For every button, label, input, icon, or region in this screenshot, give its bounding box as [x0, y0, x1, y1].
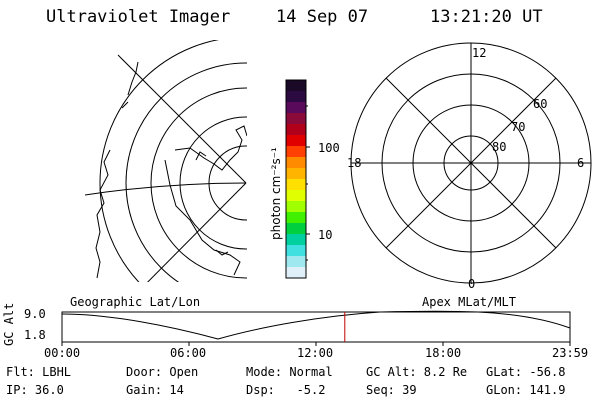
timeline-plot: [61, 310, 571, 346]
colorbar-tick-label-10: 10: [318, 228, 333, 242]
mlat-label-60: 60: [533, 97, 548, 111]
colorbar-swatch: [286, 245, 306, 257]
coastline: [127, 61, 139, 96]
mlat-label-80: 80: [492, 140, 507, 154]
y-tick-label-1-8: 1.8: [24, 328, 46, 342]
coastline: [95, 149, 111, 279]
colorbar-swatch: [286, 168, 306, 180]
colorbar-unit-label: photon cm⁻²s⁻¹: [269, 147, 283, 240]
geo-meridian: [85, 182, 247, 196]
colorbar-tick-label-100: 100: [318, 141, 340, 155]
coastline: [121, 101, 129, 109]
geo-meridian: [147, 182, 247, 282]
geographic-map: [85, 40, 247, 282]
gain-status: Gain: 14: [126, 383, 184, 397]
geo-lat-ring: [99, 40, 220, 282]
colorbar-swatches: [286, 80, 306, 279]
geo-meridian: [117, 54, 247, 184]
time-label: 13:21:20 UT: [430, 7, 543, 27]
colorbar-swatch: [286, 102, 306, 114]
x-tick-label-0000: 00:00: [44, 346, 81, 360]
colorbar-swatch: [286, 190, 306, 202]
glon-status: GLon: 141.9: [486, 383, 566, 397]
colorbar-swatch: [286, 179, 306, 191]
colorbar-swatch: [286, 157, 306, 169]
mode-status: Mode: Normal: [246, 365, 333, 379]
coastline: [215, 249, 229, 256]
colorbar-swatch: [286, 91, 306, 103]
coastline: [164, 159, 241, 276]
y-tick-label-9: 9.0: [24, 307, 46, 321]
instrument-title: Ultraviolet Imager: [46, 7, 231, 27]
mlat-label-70: 70: [511, 120, 526, 134]
apex-polar-plot: [350, 42, 592, 284]
ip-status: IP: 36.0: [6, 383, 64, 397]
x-tick-label-2359: 23:59: [552, 346, 589, 360]
x-tick-label-1200: 12:00: [297, 346, 334, 360]
colorbar-swatch: [286, 201, 306, 213]
x-tick-label-0600: 06:00: [170, 346, 207, 360]
apex-panel-label: Apex MLat/MLT: [422, 295, 516, 309]
seq-status: Seq: 39: [366, 383, 417, 397]
colorbar-swatch: [286, 146, 306, 158]
colorbar-swatch: [286, 113, 306, 125]
geo-lat-ring: [150, 87, 247, 279]
filter-status: Flt: LBHL: [6, 365, 72, 379]
colorbar-swatch: [286, 267, 306, 279]
altitude-curve: [61, 310, 571, 340]
colorbar-swatch: [286, 223, 306, 235]
geo-lat-ring: [125, 62, 247, 282]
dsp-status: Dsp: -5.2: [246, 383, 326, 397]
date-label: 14 Sep 07: [276, 7, 369, 27]
colorbar-swatch: [286, 80, 306, 92]
mlt-label-6: 6: [577, 156, 585, 170]
colorbar-swatch: [286, 234, 306, 246]
mlt-line: [385, 77, 557, 249]
colorbar: [285, 79, 310, 279]
colorbar-swatch: [286, 212, 306, 224]
colorbar-swatch: [286, 124, 306, 136]
timeline-ylabel: GC Alt: [2, 302, 16, 346]
timeline-frame: [61, 311, 571, 343]
glat-status: GLat: -56.8: [486, 365, 566, 379]
geo-lat-ring: [208, 145, 247, 221]
mlt-label-12: 12: [472, 46, 487, 60]
door-status: Door: Open: [126, 365, 199, 379]
geo-lat-ring: [179, 116, 247, 250]
colorbar-swatch: [286, 256, 306, 268]
mlt-label-18: 18: [347, 156, 362, 170]
coastline: [195, 151, 207, 161]
geographic-panel-label: Geographic Lat/Lon: [70, 295, 201, 309]
colorbar-swatch: [286, 135, 306, 147]
gc-alt-status: GC Alt: 8.2 Re: [366, 365, 468, 379]
mlt-label-0: 0: [468, 277, 476, 291]
x-tick-label-1800: 18:00: [425, 346, 462, 360]
colorbar-frame: [285, 79, 307, 279]
coastline: [174, 125, 247, 171]
